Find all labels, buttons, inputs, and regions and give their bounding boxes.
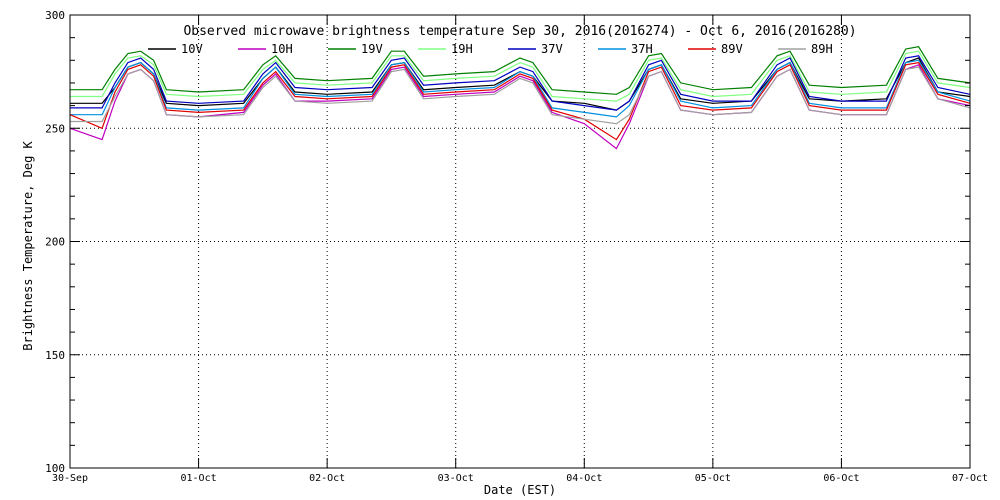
legend-label-89h: 89H (811, 42, 833, 56)
series-line-37v (70, 55, 971, 111)
x-tick-label: 05-Oct (695, 473, 731, 484)
x-tick-label: 01-Oct (181, 473, 217, 484)
y-tick-label: 300 (45, 9, 65, 22)
x-tick-label: 03-Oct (438, 473, 474, 484)
x-tick-label: 04-Oct (566, 473, 602, 484)
legend-label-37h: 37H (631, 42, 653, 56)
x-tick-label: 02-Oct (309, 473, 345, 484)
x-tick-label: 07-Oct (952, 473, 988, 484)
y-tick-label: 150 (45, 349, 65, 362)
legend: 10V 10H 19V 19H 37V 37H 89V 89H (148, 42, 833, 56)
legend-label-19h: 19H (451, 42, 473, 56)
y-tick-label: 250 (45, 122, 65, 135)
series-line-19v (70, 46, 971, 95)
grid-lines (70, 15, 970, 468)
series-line-19h (70, 50, 971, 102)
chart-title: Observed microwave brightness temperatur… (183, 24, 856, 39)
x-axis-label: Date (EST) (484, 483, 556, 497)
y-tick-labels: 100 150 200 250 300 (45, 9, 65, 475)
legend-label-10h: 10H (271, 42, 293, 56)
legend-label-19v: 19V (361, 42, 383, 56)
x-tick-label: 06-Oct (823, 473, 859, 484)
legend-label-89v: 89V (721, 42, 743, 56)
axis-ticks (69, 14, 971, 469)
series-line-89h (70, 66, 971, 125)
y-axis-label: Brightness Temperature, Deg K (21, 140, 35, 350)
x-tick-labels: 30-Sep 01-Oct 02-Oct 03-Oct 04-Oct 05-Oct 06-O… (52, 473, 988, 484)
legend-label-37v: 37V (541, 42, 563, 56)
y-tick-label: 200 (45, 236, 65, 249)
series-line-10v (70, 57, 971, 111)
legend-label-10v: 10V (181, 42, 203, 56)
series-line-89v (69, 61, 971, 141)
y-tick-label: 100 (45, 462, 65, 475)
series-line-37h (70, 59, 971, 118)
x-tick-label: 30-Sep (52, 473, 88, 484)
series-lines (69, 46, 971, 150)
